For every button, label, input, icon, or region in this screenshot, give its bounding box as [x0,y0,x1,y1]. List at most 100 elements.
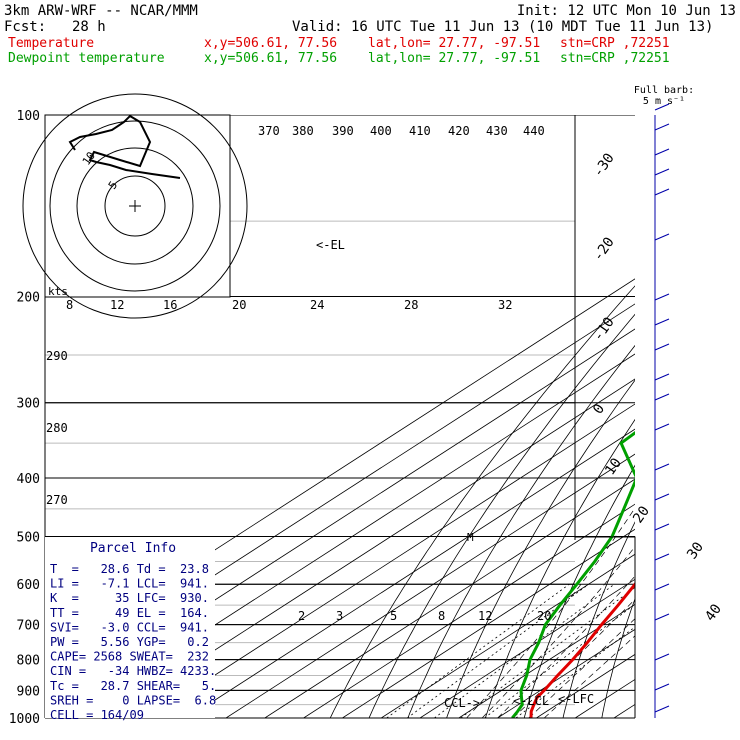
parcel-info-row: SVI= -3.0 CCL= 941. [50,620,209,634]
parcel-info-row: CAPE= 2568 SWEAT= 232 [50,650,209,664]
theta-label: 270 [46,493,68,507]
hodograph-ring [49,120,221,292]
wind-barb [654,583,670,591]
isotherm [497,628,635,718]
wind-barb [654,293,670,301]
pressure-label-200: 200 [17,291,40,306]
dry-adiabat [485,418,635,718]
parcel-info-title: Parcel Info [90,541,176,556]
mixing-ratio-label: 2 [298,609,305,623]
legend-dewpoint-name: Dewpoint temperature [8,51,165,66]
moist-adiabat [497,575,635,718]
hodograph-speed-label: 16 [163,298,177,312]
wind-barb [654,373,670,381]
m-marker: M [467,531,474,544]
theta-label: 380 [292,124,314,138]
wind-barb [654,423,670,431]
hodograph-speed-label: 12 [110,298,124,312]
moist-adiabat [466,507,635,718]
theta-label: 280 [46,421,68,435]
plot-right-border [574,115,636,718]
model-title: 3km ARW-WRF -- NCAR/MMM [4,3,198,19]
barb-unit: 5 m s⁻¹ [643,96,685,107]
legend-temperature-latlon: lat,lon= 27.77, -97.51 [368,36,541,51]
moist-adiabat [543,635,635,718]
wind-barb [654,393,670,401]
lfc-marker: <-LFC [558,692,594,706]
pressure-label-300: 300 [17,397,40,412]
legend-dewpoint-station: stn=CRP ,72251 [560,51,670,66]
isotherm [342,528,635,718]
dry-adiabat [679,115,740,718]
mixing-ratio-line [515,626,635,718]
dry-adiabat [601,597,635,718]
barb-title: Full barb: [634,85,694,96]
pressure-label-700: 700 [17,619,40,634]
legend-temperature-name: Temperature [8,36,95,51]
parcel-info-row: PW = 5.56 YGP= 0.2 [50,635,209,649]
wind-barb [654,705,670,713]
legend-temperature-station: stn=CRP ,72251 [560,36,670,51]
theta-label: 370 [258,124,280,138]
wind-barb [654,523,670,531]
parcel-info-row: T = 28.6 Td = 23.8 [50,562,209,576]
moist-adiabat [528,618,635,718]
isotherm-label: -20 [590,234,618,264]
parcel-info-row: K = 35 LFC= 930. [50,591,209,605]
hodograph-ring-label: 10 [80,149,98,167]
forecast-label: Fcst: [4,19,47,35]
pressure-label-100: 100 [17,109,40,124]
pressure-label-900: 900 [17,684,40,699]
isotherm [70,353,635,718]
mixing-ratio-line [460,586,635,718]
dry-adiabat [368,313,635,718]
parcel-info-row: LI = -7.1 LCL= 941. [50,577,209,591]
mixing-ratio-line [386,583,570,718]
wind-barb [654,148,670,156]
pressure-label-400: 400 [17,472,40,487]
theta-label: 410 [409,124,431,138]
wind-barb [654,463,670,471]
init-time: Init: 12 UTC Mon 10 Jun 13 [516,3,736,19]
dry-adiabat [446,379,635,718]
hodograph-ring [76,147,194,265]
theta-label: 430 [486,124,508,138]
isotherm [186,428,635,718]
ccl-marker: CCL-> [444,696,480,710]
isotherm [419,578,635,718]
isotherm [225,453,635,718]
mixing-ratio-line [434,583,615,718]
isotherm-label: 0 [590,401,608,417]
dry-adiabat [562,521,635,718]
wind-barb [654,233,670,241]
wind-barb [654,653,670,661]
isotherm-label: 10 [602,455,625,478]
wind-barb [654,493,670,501]
mixing-ratio-label: 5 [390,609,397,623]
parcel-info-row: TT = 49 EL = 164. [50,606,209,620]
hodograph-ring [22,93,248,319]
dry-adiabat [329,285,635,718]
legend-dewpoint-latlon: lat,lon= 27.77, -97.51 [368,51,541,66]
wind-barb [654,343,670,351]
hodograph-speed-label: 20 [232,298,246,312]
hodograph-speed-label: 28 [404,298,418,312]
el-marker: <-EL [316,238,345,252]
wind-barb [654,103,670,111]
isotherm [148,403,635,718]
theta-label: 400 [370,124,392,138]
pressure-label-600: 600 [17,578,40,593]
legend-dewpoint-xy: x,y=506.61, 77.56 [204,51,338,66]
parcel-info-row: CIN = -34 HWBZ= 4233. [50,664,216,678]
wind-barb [654,683,670,691]
isotherm [613,703,635,718]
moist-adiabat [481,546,635,718]
isotherm-label: 40 [702,601,725,624]
forecast-hour: 28 h [72,19,106,35]
temperature-profile [529,581,635,718]
dry-adiabat [407,344,635,718]
hodograph-speed-label: 32 [498,298,512,312]
mixing-ratio-label: 12 [478,609,492,623]
isotherm [264,478,635,718]
